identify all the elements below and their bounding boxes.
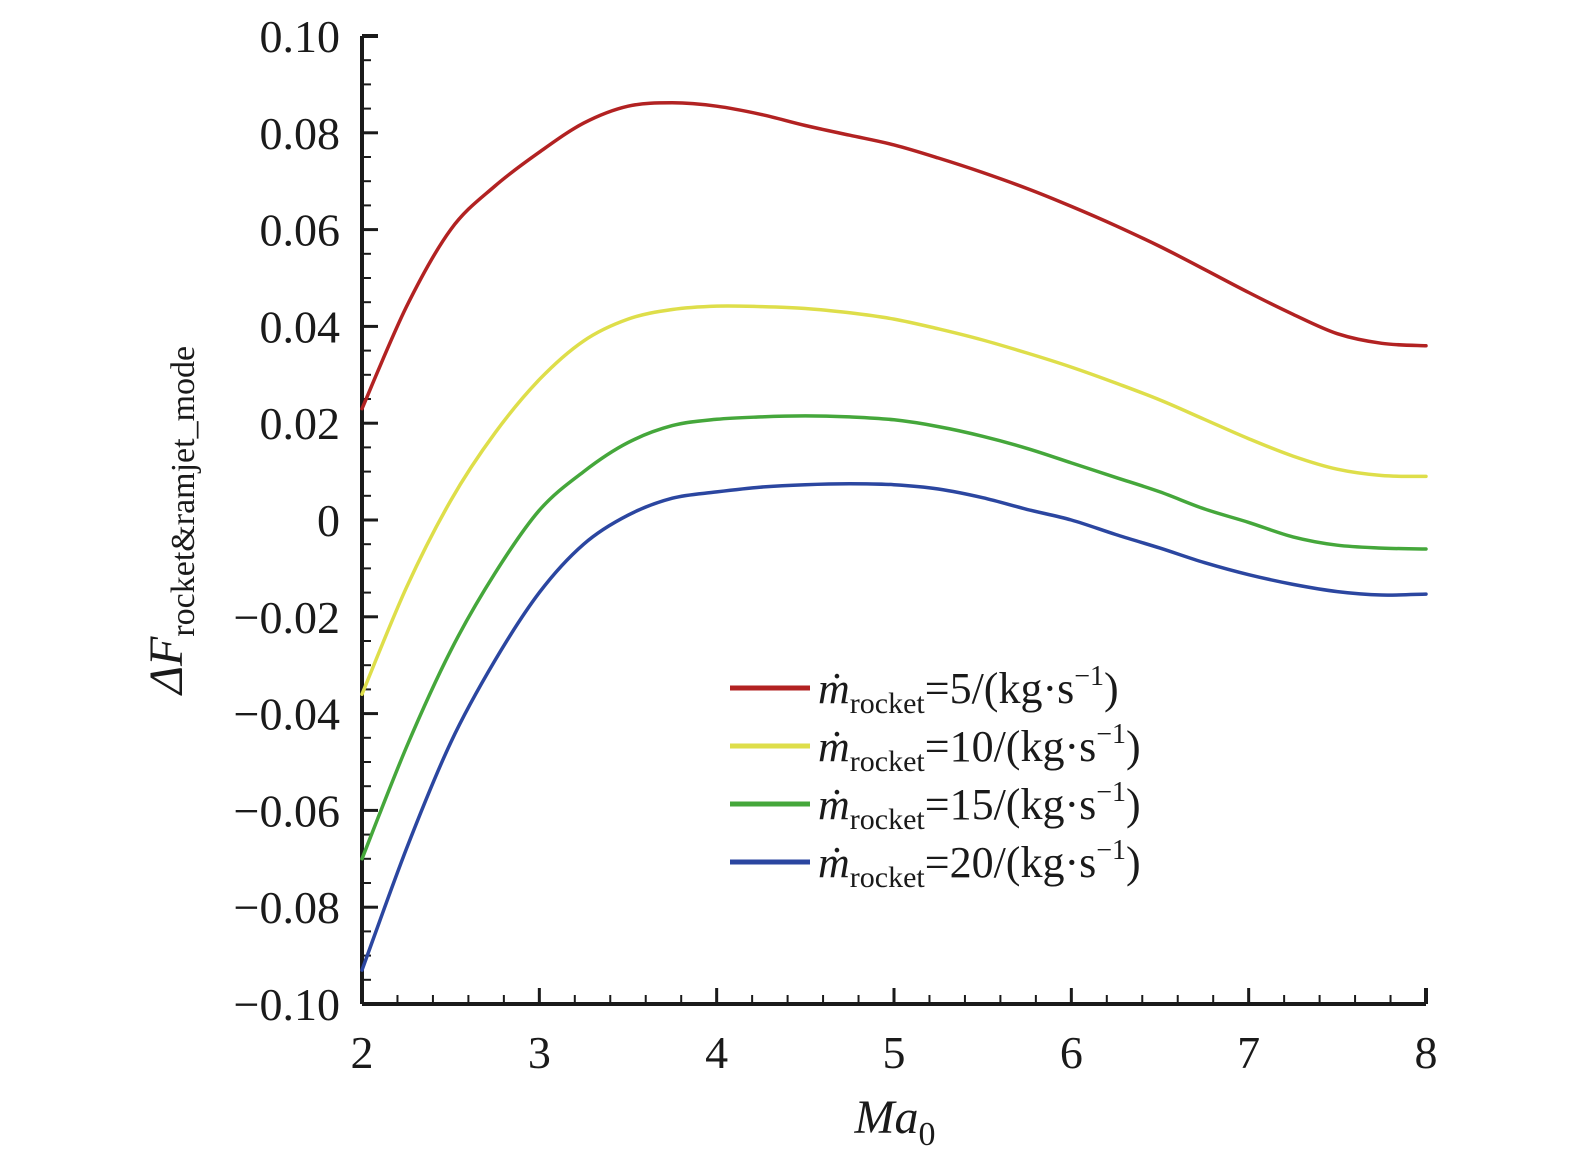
- x-tick-label: 5: [883, 1027, 906, 1078]
- legend-label-rest: =15/(kg·s: [925, 780, 1096, 829]
- x-ticks: 2 3 4 5 6 7 8: [351, 988, 1438, 1078]
- legend-label-3: ṁrocket=15/(kg·s−1): [818, 777, 1141, 836]
- y-tick-label: −0.06: [234, 785, 340, 836]
- legend-label-rest: =20/(kg·s: [925, 838, 1096, 887]
- y-tick-label: −0.08: [234, 882, 340, 933]
- legend-label-symbol: ṁ: [818, 664, 850, 713]
- legend-label-sub: rocket: [850, 687, 926, 720]
- y-axis-title-sub: rocket&ramjet_mode: [165, 346, 202, 637]
- y-tick-label: 0.06: [260, 205, 341, 256]
- legend-label-rest: =5/(kg·s: [925, 664, 1074, 713]
- series-line-1: [360, 101, 1428, 411]
- legend-label-sub: rocket: [850, 861, 926, 894]
- legend-label-end: ): [1104, 664, 1119, 713]
- legend-label-sub: rocket: [850, 745, 926, 778]
- legend-label-rest: =10/(kg·s: [925, 722, 1096, 771]
- y-axis-title-main: ΔF: [140, 636, 193, 696]
- legend-label-2: ṁrocket=10/(kg·s−1): [818, 719, 1141, 778]
- y-tick-label: 0.10: [260, 11, 341, 62]
- x-tick-label: 2: [351, 1027, 374, 1078]
- x-axis-title-main: Ma: [854, 1091, 919, 1144]
- legend-label-sup: −1: [1096, 777, 1126, 808]
- legend-label-symbol: ṁ: [818, 722, 850, 771]
- y-tick-label: 0.02: [260, 398, 341, 449]
- x-tick-label: 3: [528, 1027, 551, 1078]
- y-tick-label: 0.04: [260, 301, 341, 352]
- legend-label-symbol: ṁ: [818, 838, 850, 887]
- legend: ṁrocket=5/(kg·s−1)ṁrocket=10/(kg·s−1)ṁro…: [730, 661, 1141, 894]
- series-lines: [360, 101, 1428, 972]
- axes: 2 3 4 5 6 7 8 0.10 0.08 0.06 0.04 0.02 0 −0.02 −0.04 −…: [234, 11, 1438, 1078]
- y-tick-label: 0: [317, 495, 340, 546]
- legend-label-sup: −1: [1096, 719, 1126, 750]
- x-tick-label: 4: [705, 1027, 728, 1078]
- x-axis-title-sub: 0: [918, 1116, 935, 1153]
- legend-label-end: ): [1126, 780, 1141, 829]
- y-ticks: 0.10 0.08 0.06 0.04 0.02 0 −0.02 −0.04 −0.06 −0.0…: [234, 11, 378, 1030]
- series-line-4: [360, 481, 1428, 972]
- x-tick-label: 7: [1237, 1027, 1260, 1078]
- legend-label-sub: rocket: [850, 803, 926, 836]
- legend-label-end: ): [1126, 722, 1141, 771]
- x-tick-label: 8: [1415, 1027, 1438, 1078]
- legend-label-end: ): [1126, 838, 1141, 887]
- y-tick-label: 0.08: [260, 108, 341, 159]
- y-tick-label: −0.02: [234, 592, 340, 643]
- y-axis-title: ΔFrocket&ramjet_mode: [140, 346, 202, 696]
- legend-label-4: ṁrocket=20/(kg·s−1): [818, 835, 1141, 894]
- x-axis-title: Ma0: [854, 1091, 936, 1153]
- legend-label-sup: −1: [1096, 835, 1126, 866]
- y-tick-label: −0.10: [234, 979, 340, 1030]
- y-tick-label: −0.04: [234, 689, 340, 740]
- series-line-2: [360, 304, 1428, 696]
- legend-label-sup: −1: [1074, 661, 1104, 692]
- x-tick-label: 6: [1060, 1027, 1083, 1078]
- series-line-3: [360, 414, 1428, 861]
- legend-label-1: ṁrocket=5/(kg·s−1): [818, 661, 1119, 720]
- legend-label-symbol: ṁ: [818, 780, 850, 829]
